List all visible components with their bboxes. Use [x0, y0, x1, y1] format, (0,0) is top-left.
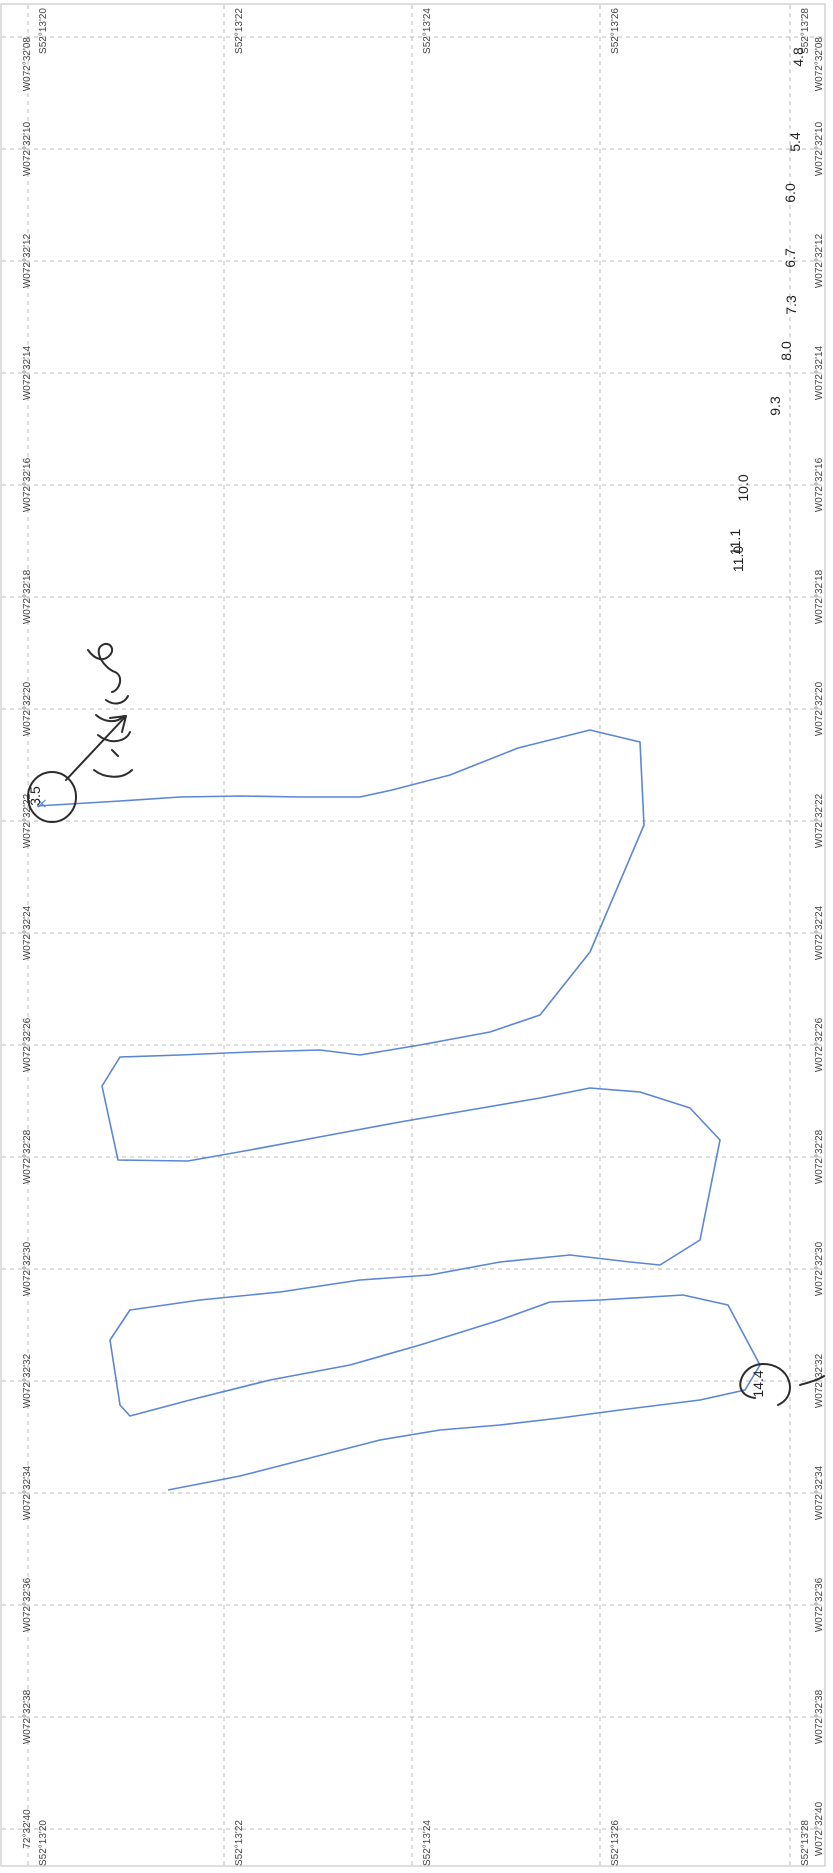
end-arrow-mark — [799, 1375, 825, 1386]
right-tick-label: W072°32'20 — [814, 681, 825, 736]
right-tick-label: W072°32'30 — [814, 1241, 825, 1296]
map-frame — [0, 3, 826, 1867]
right-tick-label: W072°32'16 — [814, 457, 825, 512]
handwritten-signature — [87, 642, 133, 778]
start-depth-label: 3.5 — [27, 786, 43, 806]
left-tick-label: W072°32'34 — [22, 1465, 33, 1520]
left-tick-label: W072°32'32 — [22, 1353, 33, 1408]
right-tick-label: W072°32'36 — [814, 1577, 825, 1632]
depth-labels: 3.54.85.46.06.77.38.09.310.011.111.09.68… — [27, 47, 806, 1398]
end-circle-mark — [739, 1362, 791, 1406]
left-tick-label: W072°32'14 — [22, 345, 33, 400]
left-tick-label: W072°32'26 — [22, 1017, 33, 1072]
left-tick-label: W072°32'20 — [22, 681, 33, 736]
left-tick-label: W072°32'16 — [22, 457, 33, 512]
depth-label: 5.4 — [787, 132, 803, 152]
top-tick-label: S52°13'28 — [800, 8, 811, 54]
handwritten-annotations — [27, 642, 825, 1406]
start-marker-icon: × — [36, 796, 48, 812]
depth-label: 6.0 — [782, 183, 798, 203]
right-tick-label: W072°32'18 — [814, 569, 825, 624]
left-tick-label: W072°32'38 — [22, 1689, 33, 1744]
right-tick-label: W072°32'14 — [814, 345, 825, 400]
coordinate-ticks: W072°32'08 W072°32'10 W072°32'12 W072°32'14… — [22, 8, 825, 1866]
right-tick-label: W072°32'26 — [814, 1017, 825, 1072]
left-tick-label: W072°32'12 — [22, 233, 33, 288]
right-tick-label: W072°32'10 — [814, 121, 825, 176]
start-circle-mark — [27, 771, 77, 823]
depth-label: 6.7 — [782, 248, 798, 268]
right-tick-label: W072°32'08 — [814, 37, 825, 92]
bottom-tick-label: S52°13'26 — [610, 1820, 621, 1866]
right-tick-label: W072°32'24 — [814, 905, 825, 960]
right-tick-label: W072°32'28 — [814, 1129, 825, 1184]
left-tick-label: 72°32'40 — [22, 1809, 33, 1849]
bottom-tick-label: S52°13'24 — [422, 1820, 433, 1866]
bottom-tick-label: S52°13'22 — [234, 1820, 245, 1866]
depth-label: 11.0 — [730, 546, 746, 572]
depth-label: 11.1 — [727, 529, 743, 555]
start-arrow-icon — [65, 715, 127, 781]
depth-label: 7.3 — [783, 295, 799, 315]
top-tick-label: S52°13'20 — [38, 8, 49, 54]
left-tick-label: W072°32'24 — [22, 905, 33, 960]
left-tick-label: W072°32'22 — [22, 793, 33, 848]
end-depth-label: 14.4 — [750, 1370, 766, 1397]
left-tick-label: W072°32'10 — [22, 121, 33, 176]
depth-label: 10.0 — [735, 474, 751, 501]
left-tick-label: W072°32'30 — [22, 1241, 33, 1296]
left-tick-label: W072°32'28 — [22, 1129, 33, 1184]
left-tick-label: W072°32'08 — [22, 37, 33, 92]
depth-label: 9.3 — [767, 396, 783, 416]
survey-track — [36, 729, 761, 1491]
bottom-tick-label: S52°13'20 — [38, 1820, 49, 1866]
depth-label: 4.8 — [790, 47, 806, 67]
arrowhead-icon — [109, 715, 127, 733]
bottom-tick-label: S52°13'28 — [800, 1820, 811, 1866]
top-tick-label: S52°13'24 — [422, 8, 433, 54]
right-tick-label: W072°32'34 — [814, 1465, 825, 1520]
top-tick-label: S52°13'22 — [234, 8, 245, 54]
right-tick-label: W072°32'32 — [814, 1353, 825, 1408]
right-tick-label: W072°32'38 — [814, 1689, 825, 1744]
right-tick-label: W072°32'22 — [814, 793, 825, 848]
grid — [2, 5, 824, 1865]
top-tick-label: S52°13'26 — [610, 8, 621, 54]
right-tick-label: W072°32'12 — [814, 233, 825, 288]
right-tick-label: W072°32'40 — [814, 1801, 825, 1856]
left-tick-label: W072°32'18 — [22, 569, 33, 624]
left-tick-label: W072°32'36 — [22, 1577, 33, 1632]
depth-label: 8.0 — [778, 341, 794, 361]
